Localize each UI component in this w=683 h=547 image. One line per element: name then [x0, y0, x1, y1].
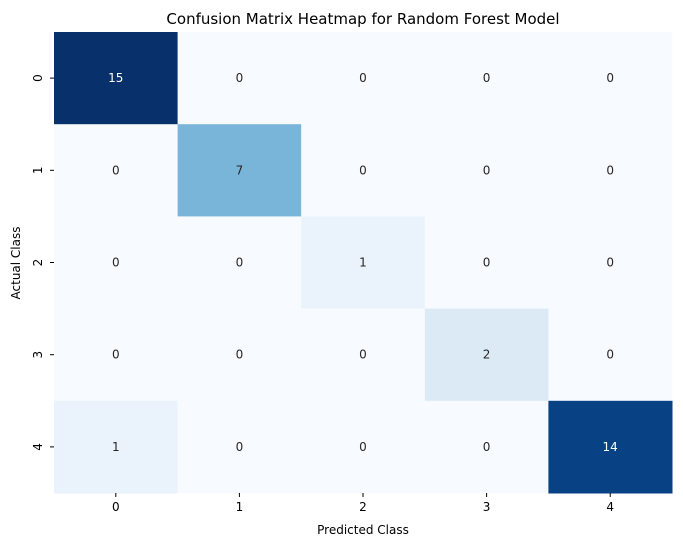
- heatmap-cell-r0-c4: [548, 32, 673, 125]
- x-tick-label-3: 3: [483, 500, 491, 514]
- y-axis-label: Actual Class: [9, 227, 23, 300]
- heatmap-cell-r2-c0: [54, 216, 179, 310]
- heatmap-cell-r2-c4: [548, 216, 673, 310]
- cell-value-r3-c2: 0: [359, 348, 367, 362]
- heatmap-cell-r3-c4: [548, 308, 673, 402]
- x-axis-label: Predicted Class: [317, 523, 409, 537]
- heatmap-cell-r4-c2: [301, 400, 426, 494]
- cell-value-r4-c0: 1: [112, 440, 120, 454]
- heatmap-cell-r0-c0: [54, 32, 179, 125]
- heatmap-cell-r4-c3: [424, 400, 549, 494]
- heatmap-cell-labels: 15 0 0 0 0 0 7 0 0 0 0 0 1 0 0 0 0 0 2 0 1 0 0 0 14: [108, 71, 618, 454]
- heatmap-cell-r3-c2: [301, 308, 426, 402]
- cell-value-r0-c1: 0: [236, 71, 244, 85]
- cell-value-r3-c1: 0: [236, 348, 244, 362]
- heatmap-cell-r3-c0: [54, 308, 179, 402]
- cell-value-r1-c2: 0: [359, 163, 367, 177]
- heatmap-cell-r4-c0: [54, 400, 179, 494]
- heatmap-cell-r0-c3: [424, 32, 549, 125]
- cell-value-r3-c4: 0: [606, 348, 614, 362]
- y-tick-label-3: 3: [31, 351, 45, 359]
- cell-value-r2-c2: 1: [359, 256, 367, 270]
- cell-value-r4-c1: 0: [236, 440, 244, 454]
- cell-value-r3-c0: 0: [112, 348, 120, 362]
- heatmap-cell-r0-c1: [177, 32, 302, 125]
- heatmap-cell-r0-c2: [301, 32, 426, 125]
- cell-value-r0-c3: 0: [483, 71, 491, 85]
- cell-value-r1-c3: 0: [483, 163, 491, 177]
- cell-value-r2-c4: 0: [606, 256, 614, 270]
- heatmap-cell-r2-c3: [424, 216, 549, 310]
- heatmap-cell-r1-c4: [548, 124, 673, 217]
- cell-value-r1-c1: 7: [236, 163, 244, 177]
- cell-value-r0-c4: 0: [606, 71, 614, 85]
- heatmap-cell-r2-c1: [177, 216, 302, 310]
- cell-value-r4-c2: 0: [359, 440, 367, 454]
- y-axis-ticks: 0 1 2 3 4: [31, 74, 54, 451]
- y-tick-label-2: 2: [31, 259, 45, 267]
- cell-value-r3-c3: 2: [483, 348, 491, 362]
- cell-value-r1-c0: 0: [112, 163, 120, 177]
- x-tick-label-2: 2: [359, 500, 367, 514]
- cell-value-r2-c0: 0: [112, 256, 120, 270]
- heatmap-cells: [54, 32, 673, 494]
- heatmap-cell-r1-c2: [301, 124, 426, 217]
- heatmap-cell-r1-c0: [54, 124, 179, 217]
- x-tick-label-0: 0: [112, 500, 120, 514]
- x-tick-label-1: 1: [236, 500, 244, 514]
- heatmap-cell-r4-c1: [177, 400, 302, 494]
- x-axis-ticks: 0 1 2 3 4: [112, 493, 614, 514]
- heatmap-cell-r3-c3: [424, 308, 549, 402]
- cell-value-r2-c3: 0: [483, 256, 491, 270]
- cell-value-r4-c3: 0: [483, 440, 491, 454]
- heatmap-cell-r1-c3: [424, 124, 549, 217]
- x-tick-label-4: 4: [606, 500, 614, 514]
- heatmap-cell-r1-c1: [177, 124, 302, 217]
- cell-value-r0-c2: 0: [359, 71, 367, 85]
- y-tick-label-1: 1: [31, 166, 45, 174]
- cell-value-r2-c1: 0: [236, 256, 244, 270]
- cell-value-r4-c4: 14: [603, 440, 618, 454]
- cell-value-r0-c0: 15: [108, 71, 123, 85]
- y-tick-label-0: 0: [31, 74, 45, 82]
- y-tick-label-4: 4: [31, 443, 45, 451]
- heatmap-cell-r4-c4: [548, 400, 673, 494]
- heatmap-cell-r2-c2: [301, 216, 426, 310]
- heatmap-cell-r3-c1: [177, 308, 302, 402]
- cell-value-r1-c4: 0: [606, 163, 614, 177]
- chart-title: Confusion Matrix Heatmap for Random Fore…: [166, 10, 559, 28]
